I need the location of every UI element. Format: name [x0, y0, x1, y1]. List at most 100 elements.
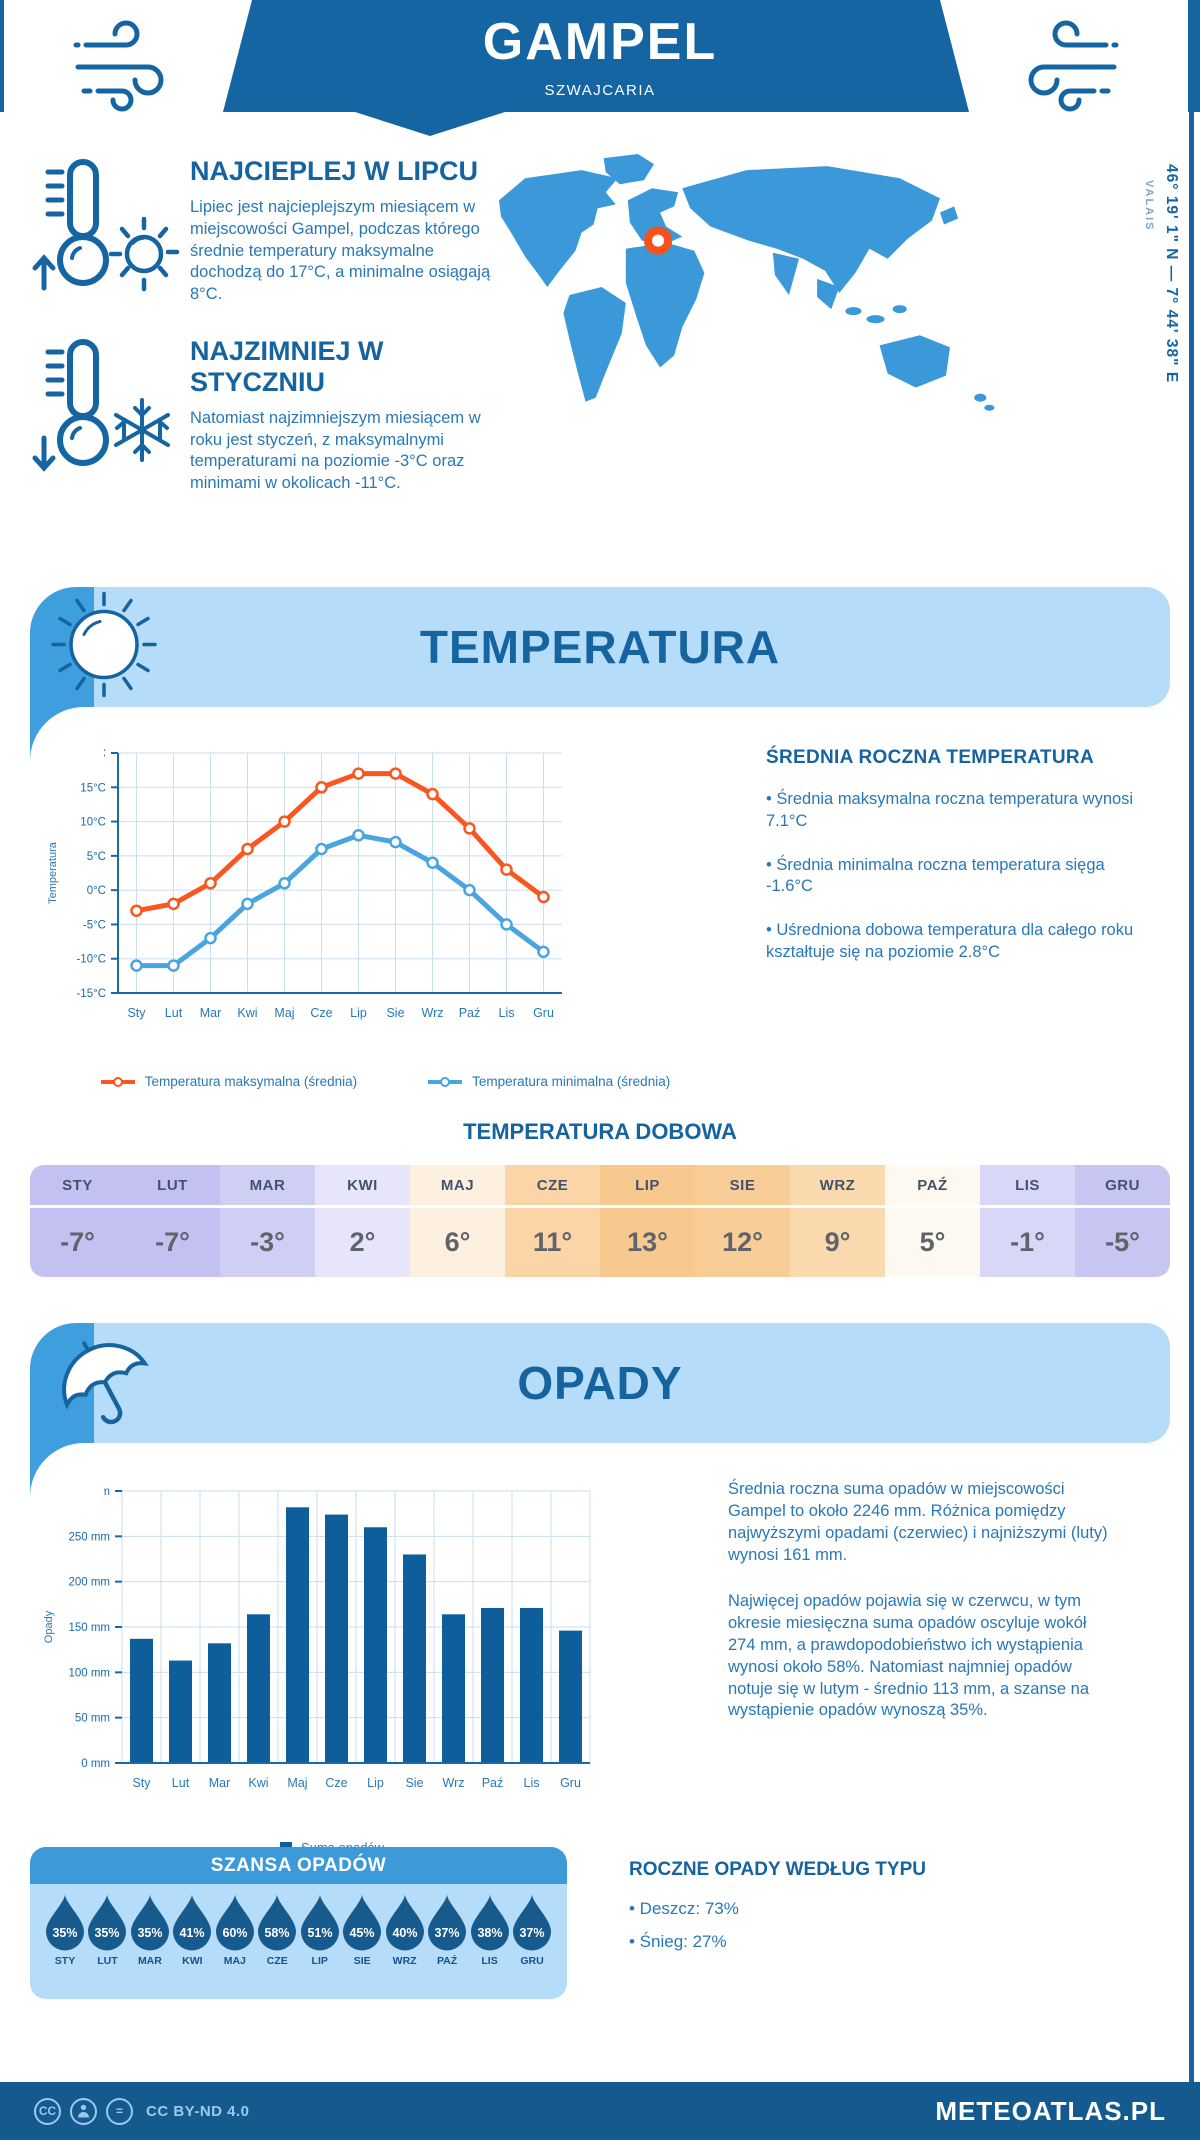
- rain-drop-icon: 35% MAR: [130, 1894, 169, 1967]
- band-bar: [94, 587, 1170, 707]
- rain-drop-icon: 37% PAŹ: [428, 1894, 467, 1967]
- svg-text:Lis: Lis: [499, 1006, 515, 1020]
- daily-temp-value: 12°: [722, 1227, 763, 1257]
- rain-drop-icon: 38% LIS: [470, 1894, 509, 1967]
- sun-icon: [102, 210, 186, 299]
- rain-drop-icon: 51% LIP: [300, 1894, 339, 1967]
- temperature-summary-panel: ŚREDNIA ROCZNA TEMPERATURA • Średnia mak…: [766, 737, 1138, 1109]
- cc-license-icons: CC =: [34, 2097, 133, 2125]
- daily-temp-value: -3°: [250, 1227, 285, 1257]
- map-continents: [498, 154, 995, 411]
- rain-drop-icon: 58% CZE: [258, 1894, 297, 1967]
- daily-temp-cell: CZE 11°: [505, 1165, 600, 1277]
- daily-temp-month: CZE: [505, 1165, 600, 1208]
- daily-temp-month: LIS: [980, 1165, 1075, 1208]
- svg-text:Lut: Lut: [172, 1776, 190, 1790]
- svg-text:50 mm: 50 mm: [75, 1713, 110, 1725]
- precipitation-type-bullet: • Deszcz: 73%: [629, 1899, 739, 1918]
- svg-text:Kwi: Kwi: [248, 1776, 268, 1790]
- precipitation-type-panel: ROCZNE OPADY WEDŁUG TYPU • Deszcz: 73% •…: [629, 1847, 926, 1999]
- highlight-warmest-title: NAJCIEPLEJ W LIPCU: [190, 156, 479, 186]
- svg-text:38%: 38%: [477, 1926, 502, 1940]
- coordinates-label: 46° 19' 1" N — 7° 44' 38" E: [1163, 164, 1180, 384]
- legend-item: Temperatura minimalna (średnia): [427, 1074, 670, 1089]
- footer: CC = CC BY-ND 4.0 METEOATLAS.PL: [0, 2082, 1200, 2140]
- cc-icon: CC: [34, 2097, 61, 2125]
- page-right-border: [1189, 0, 1194, 2082]
- daily-temp-cell: MAR -3°: [220, 1165, 315, 1277]
- snowflake-icon: [102, 390, 182, 475]
- rain-drop-month: WRZ: [392, 1955, 417, 1967]
- svg-text:15°C: 15°C: [80, 782, 106, 794]
- svg-text:Lut: Lut: [165, 1006, 183, 1020]
- svg-text:Cze: Cze: [310, 1006, 332, 1020]
- precipitation-chance-box: SZANSA OPADÓW 35% STY 35% LUT 35% MAR 41% KWI 60…: [30, 1847, 567, 1999]
- svg-text:Lis: Lis: [524, 1776, 540, 1790]
- band-bar: [94, 1323, 1170, 1443]
- svg-text:-15°C: -15°C: [76, 988, 106, 1000]
- thermometer-down-icon: [32, 334, 128, 479]
- daily-temp-value: 11°: [532, 1227, 573, 1257]
- temperature-bullet: • Średnia minimalna roczna temperatura s…: [766, 855, 1105, 896]
- svg-text:Mar: Mar: [209, 1776, 231, 1790]
- precipitation-paragraph: Średnia roczna suma opadów w miejscowośc…: [728, 1480, 1108, 1564]
- top-info-section: NAJCIEPLEJ W LIPCU Lipiec jest najcieple…: [0, 140, 1200, 587]
- temperature-panel-title: ŚREDNIA ROCZNA TEMPERATURA: [766, 747, 1094, 768]
- svg-text:51%: 51%: [307, 1926, 332, 1940]
- svg-text:35%: 35%: [137, 1926, 162, 1940]
- precipitation-text-panel: Średnia roczna suma opadów w miejscowośc…: [728, 1475, 1118, 1841]
- svg-text:Opady: Opady: [43, 1610, 55, 1643]
- rain-drop-icon: 41% KWI: [173, 1894, 212, 1967]
- precipitation-chance-title: SZANSA OPADÓW: [30, 1847, 567, 1884]
- daily-temp-value: -5°: [1105, 1227, 1140, 1257]
- rain-drop-month: KWI: [182, 1955, 203, 1967]
- rain-drop-icon: 60% MAJ: [215, 1894, 254, 1967]
- svg-text:Sty: Sty: [132, 1776, 151, 1790]
- temperature-line-chart: 20°C15°C10°C5°C0°C-5°C-10°C-15°CStyLutMa…: [40, 737, 730, 1064]
- svg-text:250 mm: 250 mm: [68, 1531, 110, 1543]
- svg-text:0°C: 0°C: [87, 885, 106, 897]
- svg-text:Wrz: Wrz: [422, 1006, 444, 1020]
- daily-temp-cell: LIS -1°: [980, 1165, 1075, 1277]
- svg-text:40%: 40%: [392, 1926, 417, 1940]
- daily-temp-value: 6°: [444, 1227, 471, 1257]
- svg-text:-10°C: -10°C: [76, 954, 106, 966]
- daily-temp-value: 9°: [824, 1227, 851, 1257]
- svg-text:Wrz: Wrz: [443, 1776, 465, 1790]
- rain-drop-month: SIE: [353, 1955, 371, 1967]
- daily-temp-cell: LUT -7°: [125, 1165, 220, 1277]
- svg-text:Paź: Paź: [482, 1776, 504, 1790]
- daily-temp-month: WRZ: [790, 1165, 885, 1208]
- svg-text:10°C: 10°C: [80, 817, 106, 829]
- svg-text:5°C: 5°C: [87, 851, 106, 863]
- svg-text:Gru: Gru: [533, 1006, 554, 1020]
- highlight-coldest-text: Natomiast najzimniejszym miesiącem w rok…: [190, 408, 481, 493]
- temperature-chart-legend: Temperatura maksymalna (średnia) Temperat…: [40, 1074, 730, 1089]
- daily-temp-cell: PAŹ 5°: [885, 1165, 980, 1277]
- precipitation-band: OPADY: [30, 1323, 1170, 1501]
- svg-text:Sty: Sty: [127, 1006, 146, 1020]
- daily-temp-month: MAJ: [410, 1165, 505, 1208]
- svg-text:0 mm: 0 mm: [81, 1758, 110, 1770]
- rain-drop-month: LIP: [311, 1955, 328, 1967]
- rain-drop-icon: 45% SIE: [343, 1894, 382, 1967]
- header-corner-right: [940, 0, 1188, 134]
- precipitation-type-title: ROCZNE OPADY WEDŁUG TYPU: [629, 1859, 926, 1880]
- daily-temp-value: 2°: [349, 1227, 376, 1257]
- svg-text:41%: 41%: [180, 1926, 205, 1940]
- rain-drop-icon: 37% GRU: [512, 1894, 551, 1967]
- bottom-row: SZANSA OPADÓW 35% STY 35% LUT 35% MAR 41% KWI 60…: [30, 1847, 1170, 1999]
- rain-drop-month: LIS: [481, 1955, 498, 1967]
- daily-temperature-title: TEMPERATURA DOBOWA: [463, 1119, 737, 1144]
- precipitation-chance-drops: 35% STY 35% LUT 35% MAR 41% KWI 60% MAJ 58% CZE 51% L…: [30, 1884, 567, 1967]
- highlight-warmest: NAJCIEPLEJ W LIPCU Lipiec jest najcieple…: [30, 148, 500, 306]
- svg-text:Sie: Sie: [405, 1776, 423, 1790]
- highlight-coldest-title: NAJZIMNIEJ W STYCZNIU: [190, 335, 384, 397]
- header-pennant: [355, 112, 505, 136]
- daily-temp-month: KWI: [315, 1165, 410, 1208]
- wind-icon: [1008, 15, 1120, 120]
- rain-drop-icon: 35% STY: [46, 1894, 84, 1967]
- wind-icon: [72, 15, 184, 120]
- daily-temp-cell: WRZ 9°: [790, 1165, 885, 1277]
